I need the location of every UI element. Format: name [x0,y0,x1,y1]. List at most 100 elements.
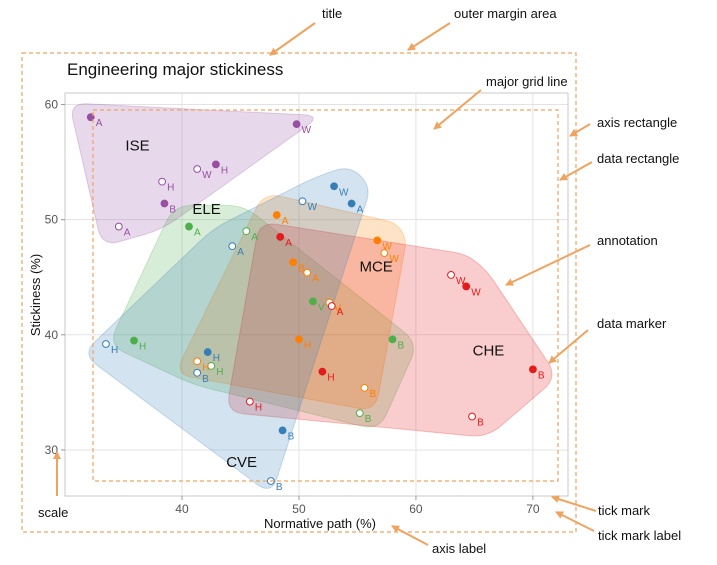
data-point-label: H [167,183,174,194]
data-point-label: H [202,362,209,373]
data-point-mce [272,211,281,219]
region-label-cve: CVE [226,454,257,471]
data-point-label: B [477,418,484,429]
data-point-cve [298,197,307,206]
data-point-label: H [304,340,311,351]
data-point-label: B [169,205,176,216]
data-point-cve [228,242,237,251]
x-tick-label: 50 [292,502,306,516]
data-point-label: B [398,340,405,351]
data-point-che [529,365,537,374]
region-che [228,223,553,437]
grid-layer [65,93,568,496]
callout-axis-label-text: axis label [432,541,486,556]
region-label-ise: ISE [125,138,149,155]
data-point-ise [158,177,166,186]
data-point-cve [330,182,338,191]
data-point-ele [207,361,216,370]
data-point-mce [380,249,389,257]
data-point-ele [242,227,251,236]
region-label-che: CHE [473,343,505,360]
region-label-mce: MCE [359,258,392,275]
region-label-ele: ELE [192,201,220,218]
y-tick-label: 50 [45,213,59,227]
data-point-label: W [471,287,481,298]
callout-tick-mark-text: tick mark [598,503,651,518]
data-point-label: A [282,216,289,227]
data-point-ise [212,160,220,169]
data-point-mce [289,258,298,267]
data-point-label: W [456,276,466,287]
data-point-ise [193,165,202,173]
data-point-ele [130,336,138,345]
data-point-che [462,282,471,291]
region-layer [71,103,553,489]
callout-data-rectangle-text: data rectangle [597,151,679,166]
x-axis-label: Normative path (%) [264,516,376,531]
region-cve [88,168,369,489]
data-point-label: A [312,274,319,285]
data-point-label: H [216,367,223,378]
callout-scale-text: scale [38,505,68,520]
region-ele [113,204,414,428]
data-point-label: H [111,345,118,356]
data-point-label: W [307,202,317,213]
callout-title-text: title [322,6,342,21]
y-tick-label: 60 [45,98,59,112]
x-tick-label: 60 [409,502,423,516]
data-point-label: W [202,170,212,181]
callout-title: title [269,6,342,56]
data-point-label: B [276,482,283,493]
data-point-mce [193,357,202,366]
data-point-mce [295,335,303,344]
callout-axis-rectangle-text: axis rectangle [597,115,677,130]
data-point-label: H [255,403,262,414]
data-point-ele [309,297,317,306]
callout-tick-mark: tick mark [551,495,651,518]
data-point-label: B [298,263,305,274]
data-point-mce [360,383,369,392]
callout-outer-margin-text: outer margin area [454,6,557,21]
data-point-ise [292,120,301,128]
outer-margin-box [21,52,577,533]
data-point-label: B [365,414,372,425]
callout-annotation: annotation [505,233,658,286]
x-tick-label: 70 [526,502,540,516]
data-point-cve [193,368,202,377]
y-tick-label: 40 [45,328,59,342]
data-point-label: H [327,373,334,384]
data-point-che [245,397,254,406]
data-point-label: H [139,342,146,353]
callout-scale: scale [38,451,68,520]
data-point-label: A [194,228,201,239]
data-rectangle-box [92,109,559,482]
data-point-label: B [538,370,545,381]
data-point-cve [102,340,110,348]
callout-annotation-text: annotation [597,233,658,248]
data-point-mce [373,236,382,245]
data-point-che [318,367,327,376]
data-point-ele [185,222,193,231]
data-point-cve [347,199,356,208]
data-point-label: A [124,228,131,239]
data-point-label: V [318,302,325,313]
data-point-cve [203,348,212,356]
data-point-cve [278,426,287,435]
data-point-label: W [382,241,392,252]
callout-data-marker: data marker [548,316,667,364]
data-point-che [468,412,476,421]
data-point-label: A [237,247,244,258]
axis-rectangle [64,92,569,497]
data-point-label: A [337,307,344,318]
data-point-mce [303,268,312,277]
callout-grid-line-text: major grid line [486,74,568,89]
data-point-ise [114,222,123,231]
data-point-ele [355,409,364,417]
data-point-label: V [334,304,341,315]
data-point-label: H [221,165,228,176]
callout-data-marker-text: data marker [597,316,667,331]
data-point-label: A [251,232,258,243]
